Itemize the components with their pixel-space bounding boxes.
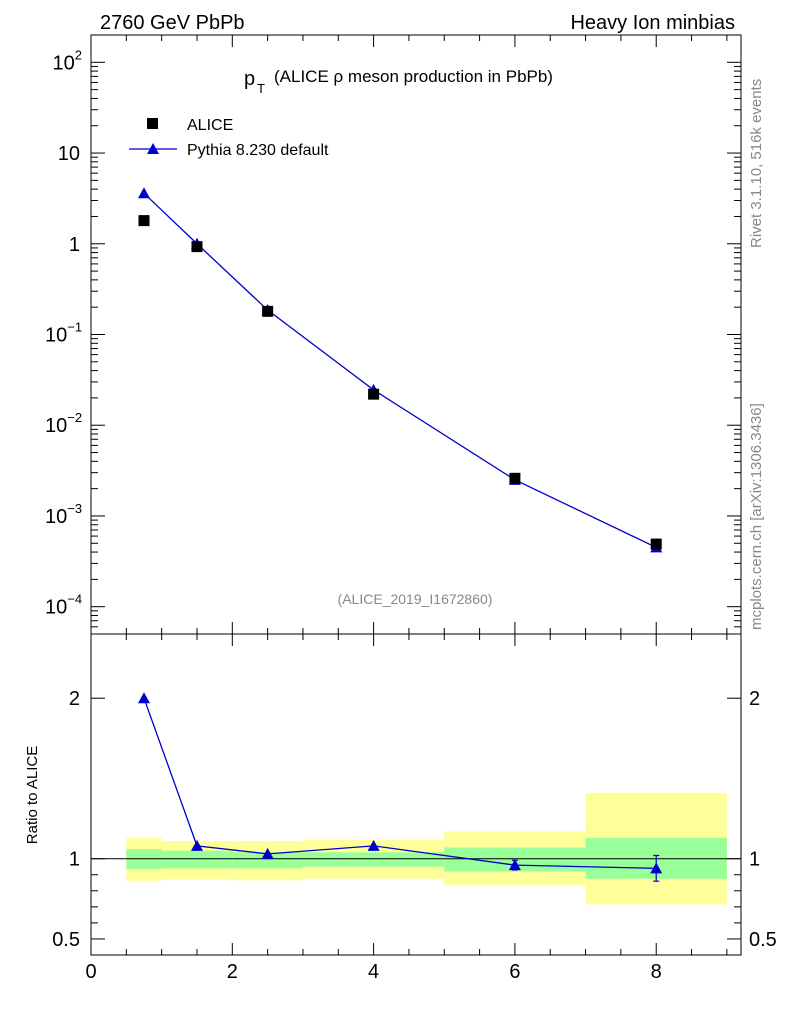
data-point: [650, 538, 662, 550]
data-point: [262, 305, 274, 317]
main-ytick-exp: −4: [67, 592, 82, 607]
legend-marker-data: [147, 118, 158, 129]
xtick-label: 0: [85, 961, 96, 983]
legend-label-mc: Pythia 8.230 default: [187, 142, 329, 159]
ratio-line: [143, 697, 657, 869]
main-ytick-exp: −2: [67, 410, 82, 425]
side-label-top: Rivet 3.1.10, 516k events: [748, 79, 765, 248]
ratio-point: [367, 839, 380, 851]
main-ytick-label: 102: [53, 47, 82, 74]
side-label-bottom: mcplots.cern.ch [arXiv:1306.3436]: [748, 403, 765, 630]
ratio-point: [508, 859, 521, 871]
ratio-band-inner: [232, 852, 303, 869]
main-ytick-base: 10: [45, 415, 67, 437]
ratio-ytick-label-right: 0.5: [749, 929, 777, 951]
main-ytick-exp: −3: [67, 501, 82, 516]
legend: ALICE Pythia 8.230 default: [129, 117, 329, 159]
main-ytick-label: 1: [69, 234, 80, 256]
xtick-label: 8: [651, 961, 662, 983]
main-ytick-label: 10−1: [45, 320, 82, 347]
ratio-ytick-labels: 0.5 0.5 1 1 2 2: [52, 688, 777, 951]
main-ytick-label: 10−4: [45, 592, 82, 619]
ratio-point: [137, 692, 150, 704]
mc-point: [137, 187, 150, 199]
main-ytick-exp: −1: [67, 320, 82, 335]
ratio-series: [137, 692, 663, 882]
ratio-ytick-label-left: 2: [69, 688, 80, 710]
xtick-label: 2: [227, 961, 238, 983]
main-ytick-label: 10−3: [45, 501, 82, 528]
ratio-xtick-labels: 0 2 4 6 8: [85, 961, 661, 983]
main-ytick-base: 10: [45, 325, 67, 347]
main-ytick-label: 10: [58, 143, 80, 165]
ratio-band-inner: [302, 852, 445, 867]
ratio-ytick-label-right: 1: [749, 849, 760, 871]
main-ytick-base: 10: [45, 506, 67, 528]
main-ytick-base: 10: [45, 597, 67, 619]
data-point: [191, 241, 203, 253]
data-point: [138, 215, 150, 227]
data-point: [509, 472, 521, 484]
ratio-plot: 0.5 0.5 1 1 2 2 0 2 4 6 8 Ratio to ALICE: [24, 633, 777, 983]
plot-watermark: (ALICE_2019_I1672860): [338, 591, 493, 607]
ratio-ytick-label-left: 1: [69, 849, 80, 871]
ratio-plot-frame: [90, 633, 742, 956]
header-left: 2760 GeV PbPb: [100, 12, 245, 34]
xtick-label: 6: [509, 961, 520, 983]
plot-title-main: p: [244, 68, 255, 90]
mc-line: [143, 192, 657, 549]
main-ytick-base: 10: [53, 52, 75, 74]
ratio-point: [190, 839, 203, 851]
ratio-point: [261, 847, 274, 859]
data-point: [368, 388, 380, 400]
ratio-ytick-label-right: 2: [749, 688, 760, 710]
ratio-ytick-label-left: 0.5: [52, 929, 80, 951]
xtick-label: 4: [368, 961, 379, 983]
ratio-ylabel: Ratio to ALICE: [24, 746, 41, 844]
legend-label-data: ALICE: [187, 117, 233, 134]
legend-marker-mc: [147, 143, 159, 154]
plot-title-sub: T: [257, 81, 265, 96]
series-mc: [137, 187, 663, 553]
main-ytick-label: 10−2: [45, 410, 82, 437]
series-data: [138, 215, 662, 550]
ratio-band-inner: [161, 850, 233, 869]
ratio-point: [650, 862, 663, 874]
main-ytick-exp: 2: [75, 47, 82, 62]
header-right: Heavy Ion minbias: [570, 12, 735, 34]
plot-title-rest: (ALICE ρ meson production in PbPb): [274, 67, 553, 86]
